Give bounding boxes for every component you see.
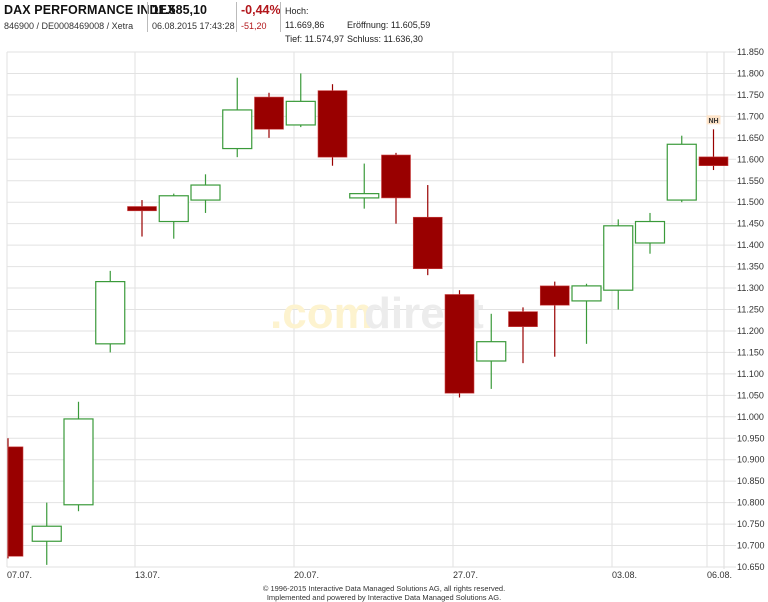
y-tick-label: 11.200 bbox=[737, 326, 764, 336]
candle bbox=[381, 152, 411, 224]
copyright-footer: © 1996-2015 Interactive Data Managed Sol… bbox=[0, 584, 768, 602]
y-tick-label: 10.700 bbox=[737, 541, 765, 551]
y-axis: 11.850 11.800 11.750 11.700 11.650 11.600 11.5… bbox=[737, 47, 765, 572]
x-tick-label: 20.07. bbox=[294, 570, 319, 580]
candle bbox=[222, 77, 253, 158]
y-tick-label: 11.500 bbox=[737, 197, 764, 207]
candle bbox=[412, 185, 443, 276]
y-tick-label: 11.000 bbox=[737, 412, 764, 422]
last-price: 11.585,10 bbox=[152, 3, 207, 17]
x-tick-label: 27.07. bbox=[453, 570, 478, 580]
candle bbox=[603, 219, 634, 310]
price-info: 11.585,10 06.08.2015 17:43:28 bbox=[152, 3, 235, 33]
y-tick-label: 11.350 bbox=[737, 262, 764, 272]
candle bbox=[698, 129, 729, 171]
y-tick-label: 10.850 bbox=[737, 476, 765, 486]
open-value: Eröffnung: 11.605,59 bbox=[347, 20, 431, 30]
low-value: Tief: 11.574,97 bbox=[285, 34, 345, 44]
y-tick-label: 10.650 bbox=[737, 562, 765, 572]
powered-by-line: Implemented and powered by Interactive D… bbox=[266, 593, 502, 602]
candle bbox=[634, 212, 666, 254]
y-tick-label: 11.450 bbox=[737, 219, 764, 229]
candle bbox=[349, 163, 380, 209]
change-info: -0,44% -51,20 bbox=[241, 3, 281, 33]
y-tick-label: 11.700 bbox=[737, 111, 764, 121]
quote-datetime: 06.08.2015 17:43:28 bbox=[152, 21, 235, 31]
change-percent: -0,44% bbox=[241, 3, 281, 17]
y-tick-label: 11.550 bbox=[737, 176, 764, 186]
chart-grid bbox=[6, 51, 736, 569]
candle bbox=[7, 438, 24, 559]
candle bbox=[571, 283, 602, 344]
y-tick-label: 10.950 bbox=[737, 433, 765, 443]
quote-header: DAX PERFORMANCE INDEX 846900 / DE0008469… bbox=[0, 0, 768, 44]
new-high-marker: NH bbox=[708, 118, 718, 125]
candle bbox=[539, 281, 570, 357]
candle bbox=[63, 401, 94, 512]
x-tick-label: 06.08. bbox=[707, 570, 732, 580]
candle bbox=[127, 200, 157, 237]
header-divider bbox=[280, 2, 281, 32]
x-tick-label: 03.08. bbox=[612, 570, 637, 580]
y-tick-label: 11.800 bbox=[737, 68, 764, 78]
instrument-identifiers: 846900 / DE0008469008 / Xetra bbox=[4, 21, 134, 31]
change-absolute: -51,20 bbox=[241, 21, 267, 31]
close-value: Schluss: 11.636,30 bbox=[347, 34, 423, 44]
ohlc-info: Hoch: 11.669,86 Eröffnung: 11.605,59 Tief… bbox=[285, 4, 431, 44]
y-tick-label: 11.600 bbox=[737, 154, 764, 164]
candle bbox=[158, 193, 189, 239]
candle bbox=[476, 313, 507, 389]
candle bbox=[666, 135, 697, 203]
candle bbox=[317, 84, 348, 166]
y-tick-label: 11.250 bbox=[737, 305, 764, 315]
y-tick-label: 11.400 bbox=[737, 240, 764, 250]
y-tick-label: 11.650 bbox=[737, 133, 764, 143]
candle bbox=[31, 502, 62, 565]
y-tick-label: 11.100 bbox=[737, 369, 764, 379]
y-tick-label: 10.900 bbox=[737, 455, 765, 465]
y-tick-label: 11.750 bbox=[737, 90, 764, 100]
candle bbox=[95, 270, 126, 353]
candles: NH bbox=[7, 73, 729, 565]
y-tick-label: 11.850 bbox=[737, 47, 764, 57]
y-tick-label: 11.300 bbox=[737, 283, 764, 293]
y-tick-label: 10.800 bbox=[737, 498, 765, 508]
candle bbox=[444, 290, 475, 398]
y-tick-label: 11.050 bbox=[737, 390, 764, 400]
candle bbox=[190, 174, 221, 213]
x-tick-label: 13.07. bbox=[135, 570, 160, 580]
x-tick-label: 07.07. bbox=[7, 570, 32, 580]
candle bbox=[508, 307, 538, 364]
candle bbox=[254, 92, 284, 138]
x-axis: 07.07. 13.07. 20.07. 27.07. 03.08. 06.08. bbox=[7, 570, 732, 580]
header-divider bbox=[147, 2, 148, 32]
y-tick-label: 11.150 bbox=[737, 347, 764, 357]
watermark-dotcom: .com bbox=[270, 289, 373, 338]
y-tick-label: 10.750 bbox=[737, 519, 765, 529]
copyright-line: © 1996-2015 Interactive Data Managed Sol… bbox=[262, 584, 506, 593]
high-value: Hoch: 11.669,86 bbox=[285, 6, 325, 30]
header-divider bbox=[236, 2, 237, 32]
candle bbox=[285, 73, 316, 128]
instrument-title: DAX PERFORMANCE INDEX bbox=[4, 3, 176, 17]
instrument-info: DAX PERFORMANCE INDEX 846900 / DE0008469… bbox=[4, 3, 176, 33]
